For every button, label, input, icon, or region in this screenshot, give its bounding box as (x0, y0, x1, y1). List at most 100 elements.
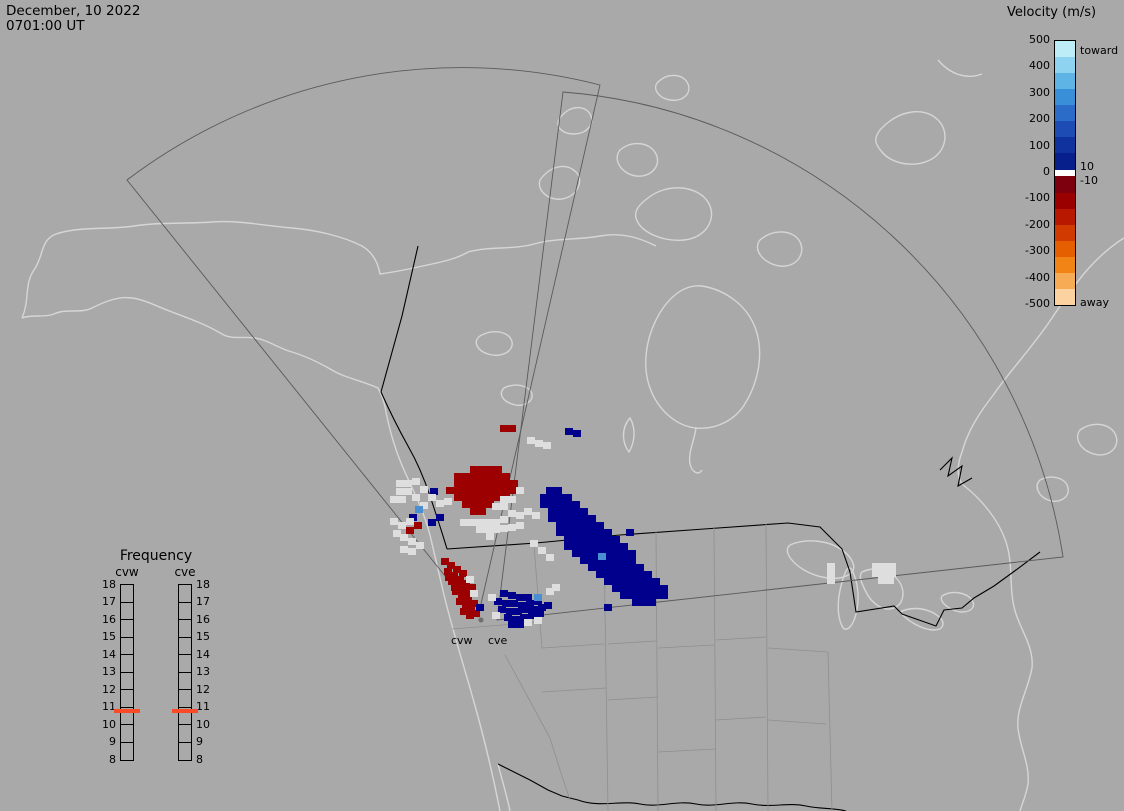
scatter-cell-b (538, 604, 546, 611)
scatter-cell-b (588, 529, 596, 536)
scatter-cell-b (514, 608, 522, 615)
island-outline (654, 74, 690, 101)
island-outline (634, 187, 713, 241)
scatter-cell-b (596, 536, 604, 543)
frequency-tick-label: 10 (102, 717, 116, 731)
scatter-cell-r (462, 487, 470, 494)
state-border-line (767, 719, 827, 725)
scatter-cell-g (500, 525, 508, 532)
scatter-cell-r (454, 480, 462, 487)
scatter-cell-b (628, 550, 636, 557)
scatter-cell-r (445, 574, 453, 581)
scatter-cell-r (478, 501, 486, 508)
scatter-cell-g (436, 500, 444, 507)
island-outline (875, 111, 946, 165)
velocity-tick-label: 100 (1029, 138, 1050, 152)
frequency-tick-label: 13 (196, 665, 210, 678)
scatter-cell-r (478, 473, 486, 480)
state-border-line (607, 696, 659, 701)
frequency-tick-label: 8 (109, 752, 116, 766)
scatter-cell-b (660, 592, 668, 599)
island-outline (557, 107, 593, 135)
scatter-cell-r (414, 522, 422, 529)
scatter-cell-b (504, 614, 512, 621)
scatter-cell-r (451, 584, 459, 591)
scatter-cell-g (408, 538, 416, 545)
scatter-cell-b (612, 543, 620, 550)
scatter-cell-r (462, 494, 470, 501)
frequency-tick-label: 9 (109, 735, 116, 748)
scatter-cell-b (644, 592, 652, 599)
scatter-cell-g (396, 488, 404, 495)
velocity-colorbar-segment (1055, 89, 1075, 105)
scatter-cell-b (522, 606, 530, 613)
scatter-cell-r (462, 580, 470, 587)
scatter-cell-r (502, 473, 510, 480)
scatter-cell-g (400, 546, 408, 553)
radar-site-label-cvw: cvw (451, 634, 473, 647)
scatter-cell-g (492, 519, 500, 526)
scatter-cell-b (572, 543, 580, 550)
scatter-cell-b (436, 514, 444, 521)
frequency-legend: Frequency cvw cve 18 17 16 15 14 13 12 11 10 9 8 1… (90, 548, 222, 788)
scatter-cell-r (470, 501, 478, 508)
scatter-cell-g (500, 503, 508, 510)
scatter-cell-g (404, 488, 412, 495)
scatter-cell-g (508, 524, 516, 531)
scatter-cell-b (620, 564, 628, 571)
scatter-cell-g (412, 494, 420, 501)
scatter-cell-lb (598, 553, 606, 560)
scatter-cell-r (456, 598, 464, 605)
scatter-cell-b (580, 522, 588, 529)
scatter-cell-g (880, 570, 888, 577)
velocity-tick-label: 300 (1029, 85, 1050, 99)
scatter-cell-b (580, 508, 588, 515)
scatter-cell-r (450, 572, 458, 579)
scatter-cell-r (486, 494, 494, 501)
scatter-cell-r (453, 566, 461, 573)
scatter-cell-b (588, 515, 596, 522)
frequency-column-label-cvw: cvw (115, 565, 139, 579)
scatter-cell-r (470, 600, 478, 607)
frequency-tick-label: 17 (196, 595, 210, 608)
scatter-cell-g (552, 584, 560, 591)
velocity-colorbar-segment (1055, 289, 1075, 305)
scatter-cell-g (398, 522, 406, 529)
scatter-cell-g (888, 570, 896, 577)
national-borders (380, 245, 1041, 811)
scatter-cell-g (527, 437, 535, 444)
scatter-cell-g (484, 526, 492, 533)
state-border-line (607, 640, 657, 645)
alaska-coastline (21, 220, 469, 319)
scatter-cell-b (588, 550, 596, 557)
james-bay (688, 427, 703, 474)
time-text: 0701:00 UT (6, 18, 85, 34)
scatter-cell-b (580, 515, 588, 522)
scatter-cell-b (572, 529, 580, 536)
scatter-cell-r (462, 501, 470, 508)
frequency-ticks-left: 18 17 16 15 14 13 12 11 10 9 8 (90, 548, 116, 788)
scatter-cell-g (508, 496, 516, 503)
radar-site-label-cve: cve (488, 634, 508, 647)
scatter-cell-g (534, 617, 542, 624)
velocity-tick-label: 200 (1029, 112, 1050, 126)
scatter-cell-g (492, 612, 500, 619)
scatter-cell-r (454, 473, 462, 480)
scatter-cell-b (612, 550, 620, 557)
scatter-cell-b (554, 487, 562, 494)
frequency-tick-label: 15 (196, 630, 210, 643)
scatter-cell-r (510, 487, 518, 494)
scatter-cell-b (620, 585, 628, 592)
newfoundland-coastline (1036, 423, 1118, 502)
velocity-colorbar-segment (1055, 121, 1075, 137)
scatter-cell-b (428, 519, 436, 526)
state-border-line (541, 643, 605, 649)
scatter-cell-b (612, 557, 620, 564)
scatter-cell-b (604, 571, 612, 578)
frequency-marker (114, 708, 140, 713)
scatter-cell-r (486, 501, 494, 508)
scatter-cell-g (470, 590, 478, 597)
scatter-cell-b (544, 602, 552, 609)
scatter-cell-g (492, 526, 500, 533)
scatter-cell-g (406, 518, 414, 525)
